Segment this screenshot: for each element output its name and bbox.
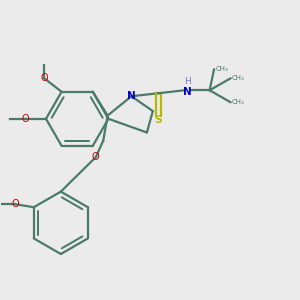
Text: O: O <box>92 152 100 162</box>
Text: O: O <box>12 199 19 209</box>
Text: N: N <box>127 91 136 101</box>
Text: CH₃: CH₃ <box>215 67 228 73</box>
Text: S: S <box>154 115 162 125</box>
Text: N: N <box>183 87 192 97</box>
Text: H: H <box>184 77 191 86</box>
Text: O: O <box>40 74 48 83</box>
Text: O: O <box>21 114 29 124</box>
Text: CH₃: CH₃ <box>232 99 244 105</box>
Text: CH₃: CH₃ <box>232 75 244 81</box>
